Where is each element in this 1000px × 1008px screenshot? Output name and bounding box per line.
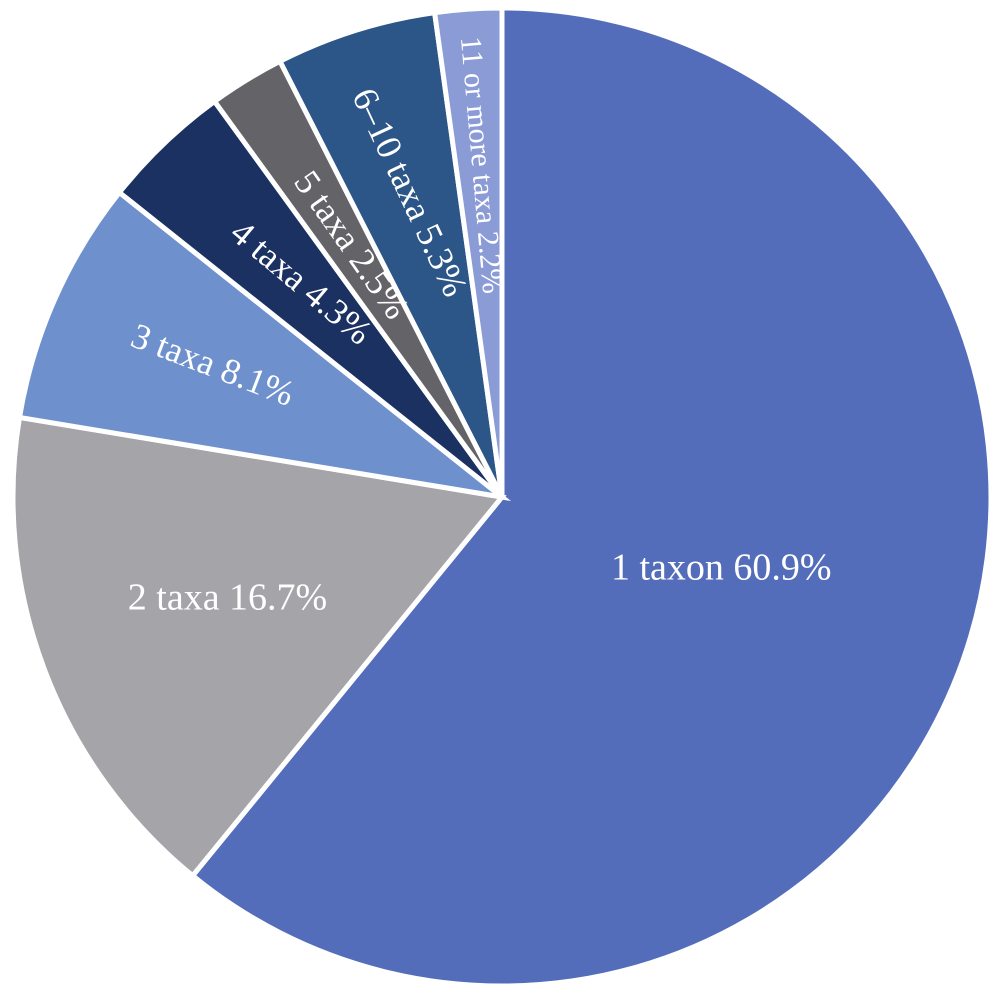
pie-slice-2 [10, 414, 507, 880]
pie-slice-1 [189, 5, 994, 989]
pie-slice-label-1: 1 taxon 60.9% [611, 547, 832, 589]
pie-slice-6 [276, 9, 505, 499]
pie-slices [10, 5, 994, 989]
pie-slice-7 [431, 5, 505, 498]
pie-slice-3 [16, 188, 512, 502]
pie-slice-label-2: 2 taxa 16.7% [128, 576, 327, 618]
